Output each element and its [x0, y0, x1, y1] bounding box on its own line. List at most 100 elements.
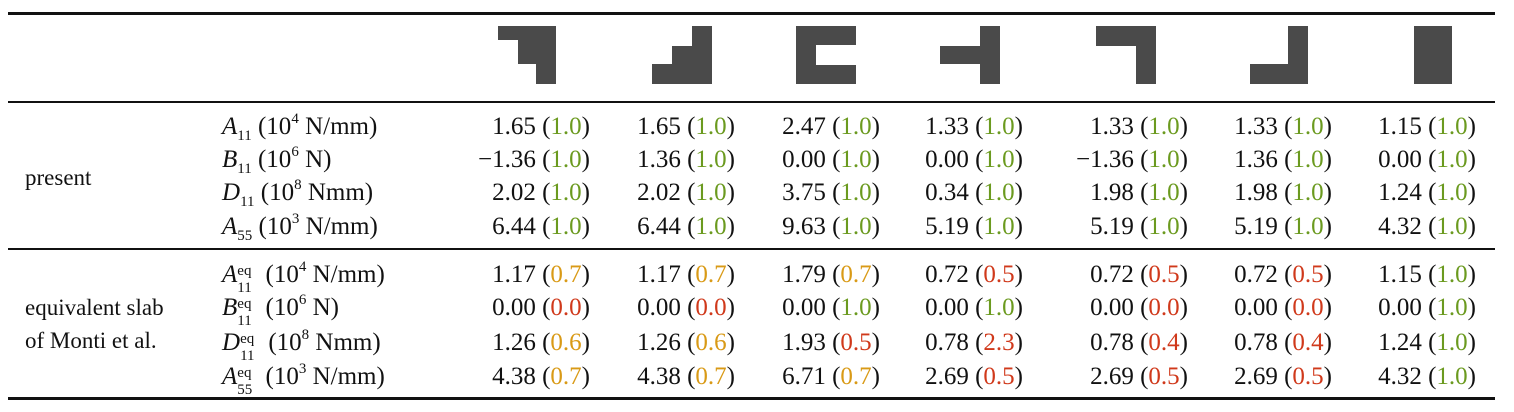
- cell-value: 0.00: [637, 294, 688, 321]
- table-cell: 1.33 (1.0): [1190, 112, 1332, 142]
- unit-exponent: 4: [298, 259, 307, 275]
- cell-ratio: 1.0: [840, 113, 872, 140]
- cell-value: 5.19: [925, 213, 976, 240]
- cell-ratio: 0.0: [550, 294, 582, 321]
- table-cell: 4.38 (0.7): [593, 362, 735, 392]
- cell-ratio: 1.0: [550, 179, 582, 206]
- cell-value: 6.44: [492, 213, 543, 240]
- cell-paren-open: (: [542, 363, 551, 390]
- j-shape-bottom-right-icon: [1250, 26, 1308, 84]
- cell-paren-close: ): [1179, 294, 1188, 321]
- cell-paren-open: (: [975, 113, 984, 140]
- cell-value: 1.65: [637, 113, 688, 140]
- table-cell: 0.78 (0.4): [1046, 328, 1188, 358]
- cell-paren-close: ): [1323, 179, 1332, 206]
- cell-ratio: 0.5: [983, 363, 1015, 390]
- cell-value: 0.00: [925, 294, 976, 321]
- table-cell: 4.38 (0.7): [448, 362, 590, 392]
- table-cell: 2.47 (1.0): [738, 112, 880, 142]
- table-cell: 1.24 (1.0): [1334, 328, 1476, 358]
- table-cell: 1.15 (1.0): [1334, 112, 1476, 142]
- cell-ratio: 1.0: [1436, 294, 1468, 321]
- quantity-symbol: B: [222, 294, 238, 321]
- table-cell: 2.69 (0.5): [881, 362, 1023, 392]
- cell-paren-close: ): [1467, 329, 1476, 356]
- cell-ratio: 0.7: [840, 261, 872, 288]
- cell-paren-close: ): [581, 113, 590, 140]
- cell-paren-close: ): [1014, 294, 1023, 321]
- table-cell: 6.71 (0.7): [738, 362, 880, 392]
- cell-ratio: 1.0: [1436, 329, 1468, 356]
- cell-ratio: 1.0: [840, 213, 872, 240]
- cell-value: 0.00: [1378, 294, 1429, 321]
- cell-paren-open: (: [1140, 363, 1149, 390]
- cell-value: 1.26: [637, 329, 688, 356]
- cell-paren-open: (: [1140, 294, 1149, 321]
- cell-paren-open: (: [542, 146, 551, 173]
- cell-paren-close: ): [1179, 113, 1188, 140]
- cell-value: 5.19: [1234, 213, 1285, 240]
- cell-paren-open: (: [1428, 146, 1437, 173]
- table-cell: 0.78 (2.3): [881, 328, 1023, 358]
- cell-value: 0.78: [1090, 329, 1141, 356]
- cell-paren-close: ): [1014, 213, 1023, 240]
- table-cell: 2.69 (0.5): [1190, 362, 1332, 392]
- cell-paren-close: ): [581, 179, 590, 206]
- solid-rectangle-icon: [1414, 26, 1452, 84]
- cell-paren-open: (: [975, 329, 984, 356]
- cell-ratio: 1.0: [695, 213, 727, 240]
- quantity-symbol: A: [222, 363, 238, 390]
- cell-paren-open: (: [687, 329, 696, 356]
- table-cell: 3.75 (1.0): [738, 178, 880, 208]
- cell-value: 6.71: [782, 363, 833, 390]
- cell-value: 2.69: [1234, 363, 1285, 390]
- cell-paren-close: ): [1014, 329, 1023, 356]
- cell-paren-open: (: [1284, 146, 1293, 173]
- table-cell: 0.00 (0.0): [593, 293, 735, 323]
- table-cell: 1.93 (0.5): [738, 328, 880, 358]
- cell-paren-close: ): [1467, 294, 1476, 321]
- table-cell: 1.98 (1.0): [1046, 178, 1188, 208]
- table-cell: 1.15 (1.0): [1334, 260, 1476, 290]
- cell-value: 1.98: [1234, 179, 1285, 206]
- cell-paren-close: ): [726, 329, 735, 356]
- table-cell: 0.00 (1.0): [738, 293, 880, 323]
- unit-prefix: (10: [251, 146, 292, 173]
- cell-ratio: 1.0: [983, 213, 1015, 240]
- cell-paren-open: (: [1284, 113, 1293, 140]
- cell-value: 1.24: [1378, 179, 1429, 206]
- cell-paren-close: ): [726, 113, 735, 140]
- cell-value: 2.69: [1090, 363, 1141, 390]
- inverted-l-top-right-icon: [1096, 26, 1156, 84]
- cell-paren-open: (: [1428, 113, 1437, 140]
- cell-paren-close: ): [871, 294, 880, 321]
- cell-ratio: 0.7: [695, 261, 727, 288]
- cell-ratio: 0.0: [695, 294, 727, 321]
- cell-paren-close: ): [1179, 146, 1188, 173]
- group-label-present: present: [25, 162, 91, 194]
- cell-value: 1.65: [492, 113, 543, 140]
- cell-ratio: 1.0: [1436, 363, 1468, 390]
- cell-value: 1.15: [1378, 261, 1429, 288]
- table-cell: 1.79 (0.7): [738, 260, 880, 290]
- cell-ratio: 1.0: [840, 146, 872, 173]
- unit-exponent: 6: [298, 292, 307, 308]
- cell-value: 1.93: [782, 329, 833, 356]
- table-cell: 5.19 (1.0): [881, 212, 1023, 242]
- quantity-subscript: 11: [237, 280, 252, 296]
- quantity-subscript: 11: [240, 348, 255, 364]
- cell-value: 6.44: [637, 213, 688, 240]
- unit-exponent: 4: [291, 111, 299, 127]
- table-cell: 0.00 (1.0): [738, 145, 880, 175]
- cell-ratio: 1.0: [1292, 213, 1324, 240]
- cell-paren-close: ): [1179, 363, 1188, 390]
- cell-paren-close: ): [1467, 213, 1476, 240]
- cell-paren-open: (: [1140, 179, 1149, 206]
- cell-ratio: 0.7: [550, 363, 582, 390]
- quantity-subscript: 11: [237, 161, 252, 177]
- cell-paren-close: ): [1323, 294, 1332, 321]
- cell-paren-open: (: [975, 261, 984, 288]
- cell-ratio: 1.0: [1148, 113, 1180, 140]
